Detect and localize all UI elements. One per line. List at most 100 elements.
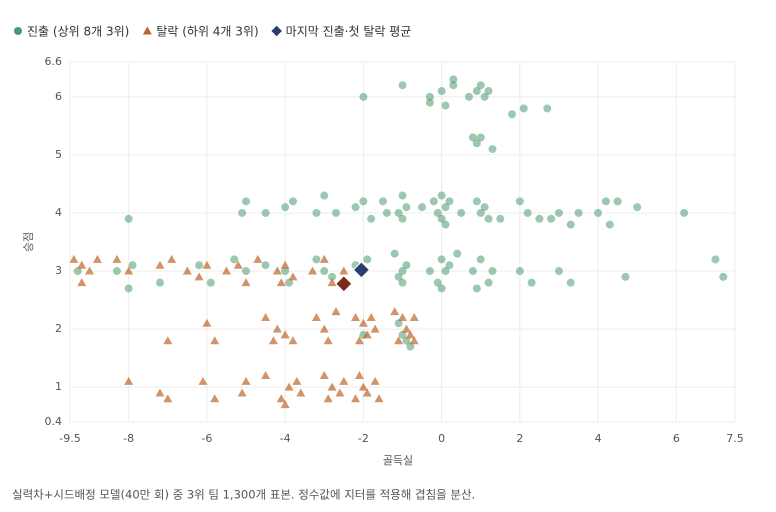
point xyxy=(261,261,270,270)
point xyxy=(363,255,372,264)
point xyxy=(155,278,164,287)
point xyxy=(198,376,208,385)
point xyxy=(367,214,376,223)
y-tick-label: 4 xyxy=(55,206,62,219)
footnote: 실력차+시드배정 모델(40만 회) 중 3위 팀 1,300개 표본. 정수값… xyxy=(12,488,475,502)
point xyxy=(335,275,353,293)
point xyxy=(445,261,454,270)
point xyxy=(351,312,361,321)
point xyxy=(468,133,477,142)
x-tick-label: -6 xyxy=(201,432,212,445)
point xyxy=(237,388,247,397)
point xyxy=(354,371,364,380)
y-axis-label: 승점 xyxy=(22,232,35,252)
point xyxy=(296,388,306,397)
point xyxy=(468,267,477,276)
point xyxy=(476,255,485,264)
point xyxy=(398,278,407,287)
y-tick-label: 1 xyxy=(55,380,62,393)
point xyxy=(276,394,286,403)
point xyxy=(112,254,122,263)
point xyxy=(398,330,407,339)
y-tick-label: 3 xyxy=(55,264,62,277)
point xyxy=(366,312,376,321)
point xyxy=(554,208,563,217)
point xyxy=(613,197,622,206)
point xyxy=(280,330,290,339)
point xyxy=(77,278,87,287)
point xyxy=(194,272,204,281)
point xyxy=(73,267,82,276)
x-tick-label: 0 xyxy=(438,432,445,445)
point xyxy=(268,336,278,345)
point xyxy=(433,208,442,217)
point xyxy=(292,376,302,385)
point xyxy=(398,214,407,223)
point xyxy=(425,267,434,276)
point xyxy=(241,376,251,385)
x-tick-label: -9.5 xyxy=(59,432,80,445)
point xyxy=(233,260,243,269)
point xyxy=(480,203,489,212)
point xyxy=(472,139,481,148)
point xyxy=(437,191,446,200)
point xyxy=(210,394,220,403)
point xyxy=(394,208,403,217)
point xyxy=(358,382,368,391)
point xyxy=(128,261,137,270)
point xyxy=(437,255,446,264)
point xyxy=(124,376,134,385)
point xyxy=(437,284,446,293)
point xyxy=(515,267,524,276)
point xyxy=(280,260,290,269)
point xyxy=(370,324,380,333)
point xyxy=(409,336,419,345)
point xyxy=(445,197,454,206)
point xyxy=(312,255,321,264)
y-tick-label: 0.4 xyxy=(45,415,63,428)
point xyxy=(85,266,95,275)
point xyxy=(354,336,364,345)
point xyxy=(711,255,720,264)
point xyxy=(405,330,415,339)
point xyxy=(476,208,485,217)
legend-label: 진출 (상위 8개 3위) xyxy=(27,25,129,39)
point xyxy=(441,101,450,110)
point xyxy=(488,145,497,154)
point xyxy=(574,208,583,217)
legend-marker xyxy=(269,24,284,38)
point xyxy=(566,278,575,287)
point xyxy=(390,249,399,258)
point xyxy=(601,197,610,206)
point xyxy=(238,208,247,217)
point xyxy=(359,92,368,101)
point xyxy=(398,267,407,276)
point xyxy=(394,319,403,328)
point xyxy=(401,324,411,333)
x-tick-label: -4 xyxy=(280,432,291,445)
point xyxy=(402,336,411,345)
point xyxy=(280,400,290,409)
x-tick-label: 7.5 xyxy=(726,432,744,445)
point xyxy=(339,266,349,275)
point xyxy=(472,284,481,293)
point xyxy=(261,371,271,380)
y-tick-label: 6.6 xyxy=(45,55,63,68)
point xyxy=(339,376,349,385)
point xyxy=(167,254,177,263)
point xyxy=(441,220,450,229)
point xyxy=(221,266,231,275)
point xyxy=(496,214,505,223)
point xyxy=(425,92,434,101)
point xyxy=(281,267,290,276)
point xyxy=(480,92,489,101)
point xyxy=(437,87,446,96)
x-tick-label: 4 xyxy=(595,432,602,445)
y-tick-label: 2 xyxy=(55,322,62,335)
point xyxy=(406,342,415,351)
point xyxy=(312,208,321,217)
point xyxy=(402,203,411,212)
point xyxy=(272,324,282,333)
point xyxy=(441,267,450,276)
point xyxy=(441,203,450,212)
